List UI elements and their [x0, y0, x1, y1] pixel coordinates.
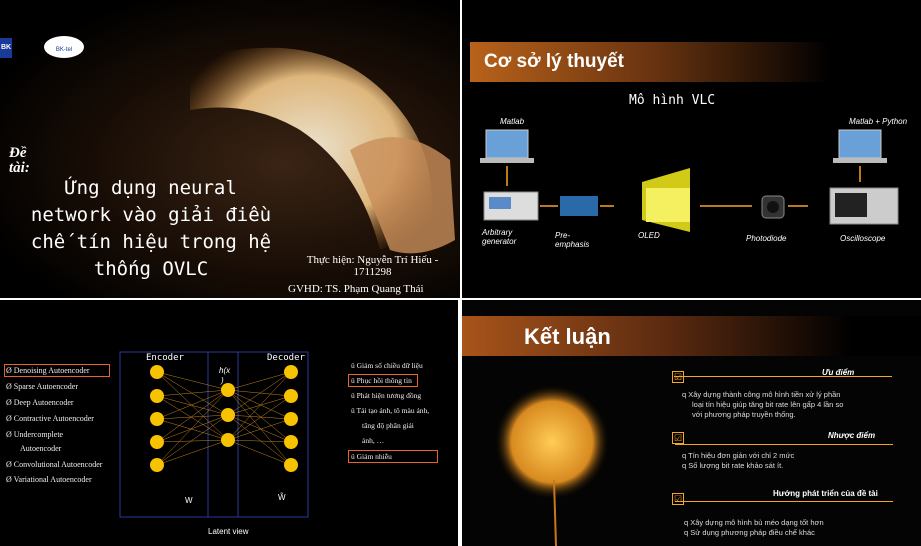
list-item: Ø Undercomplete — [6, 430, 64, 439]
label-emphasis: emphasis — [555, 240, 590, 249]
decoder-label: Decoder — [267, 353, 305, 363]
hx-label: h(x — [219, 366, 231, 375]
title-line: thống OVLC — [93, 258, 209, 280]
dandelion-image — [494, 384, 610, 546]
supervisor: GVHD: TS. Phạm Quang Thái — [288, 283, 424, 295]
glowing-panel-image — [190, 47, 455, 254]
subtitle: Mô hình VLC — [629, 93, 716, 108]
label-matlab-python: Matlab + Python — [849, 117, 908, 126]
list-item: Ø Convolutional Autoencoder — [6, 460, 103, 469]
list-item: Autoencoder — [20, 444, 62, 453]
bktel-logo: BK-tel — [44, 36, 84, 58]
use-item: ü Giảm nhiễu — [351, 452, 392, 461]
checkbox-icon: ☑ — [672, 493, 684, 505]
highlight-box — [348, 374, 418, 387]
huong-phat-trien-heading: Hướng phát triển của đề tài — [773, 489, 878, 498]
list-item: Ø Sparse Autoencoder — [6, 382, 78, 391]
huong-phat-trien-text: q Xây dựng mô hình bù méo dạng tốt hơn — [684, 518, 824, 527]
autoencoder-diagram — [119, 351, 309, 518]
nhuoc-diem-text: q Tín hiệu đơn giản với chỉ 2 mức — [682, 451, 795, 460]
w-tilde-label: W̃ — [278, 493, 286, 502]
heading-bar — [462, 316, 921, 356]
author: Thực hiện: Nguyễn Trí Hiếu - 1711298 — [285, 254, 460, 278]
label-matlab: Matlab — [500, 117, 525, 126]
use-item: ảnh, … — [362, 436, 385, 445]
divider — [675, 501, 893, 502]
laptop-icon — [485, 129, 529, 159]
use-item: ü Tái tạo ảnh, tô màu ảnh, — [351, 406, 430, 415]
list-item: Ø Deep Autoencoder — [6, 398, 74, 407]
latent-view-label: Latent view — [208, 527, 249, 536]
heading-bar — [470, 42, 921, 82]
uu-diem-text: q Xây dựng thành công mô hình tiền xử lý… — [682, 390, 841, 399]
title-slide: BK BK-tel Đề tài: Ứng dụng neural networ… — [0, 0, 460, 298]
de-tai-label: Đề tài: — [9, 145, 30, 176]
title-line: Ứng dụng neural — [65, 177, 237, 199]
label-generator: generator — [482, 237, 517, 246]
label-oscilloscope: Oscilloscope — [840, 234, 886, 243]
nodes — [150, 365, 298, 472]
list-item: Ø Variational Autoencoder — [6, 475, 92, 484]
highlight-box — [348, 450, 438, 463]
checkbox-icon: ☑ — [672, 432, 684, 444]
list-item: Ø Denoising Autoencoder — [6, 366, 90, 375]
nhuoc-diem-text: q Số lượng bit rate khảo sát ít. — [682, 461, 784, 470]
list-item: Ø Contractive Autoencoder — [6, 414, 94, 423]
use-item: ü Phục hồi thông tin — [351, 376, 412, 385]
use-item: ü Phát hiện tương đồng — [351, 391, 422, 400]
student-id: 1711298 — [353, 266, 392, 278]
author-line: Thực hiện: Nguyễn Trí Hiếu - — [306, 254, 439, 266]
uu-diem-text: với phương pháp truyền thống. — [692, 410, 796, 419]
heading: Kết luận — [524, 324, 611, 349]
connections — [156, 371, 292, 466]
use-item: tăng độ phân giải — [362, 421, 414, 430]
label-oled: OLED — [638, 231, 660, 240]
conclusion-slide: Kết luận ☑ ☑ ☑ Ưu điểm q Xây dựng thành … — [462, 300, 921, 546]
title-line: chế tín hiệu trong hệ — [30, 231, 272, 253]
huong-phat-trien-text: q Sử dụng phương pháp điều chế khác — [684, 528, 815, 537]
label-arbitrary: Arbitrary — [482, 228, 513, 237]
divider — [675, 444, 893, 445]
label-pre: Pre- — [555, 231, 571, 240]
circuit-board-icon — [560, 196, 598, 216]
divider — [674, 376, 892, 377]
bk-logo: BK — [0, 38, 12, 58]
label-photodiode: Photodiode — [746, 234, 787, 243]
thesis-title: Ứng dụng neural network vào giải điều ch… — [6, 175, 296, 283]
hx-label-close: ) — [221, 376, 224, 385]
uu-diem-text: loại tín hiệu giúp tăng bit rate lên gấp… — [692, 400, 844, 409]
heading: Cơ sở lý thuyết — [484, 51, 624, 72]
vlc-diagram — [480, 129, 899, 232]
theory-slide: Cơ sở lý thuyết Mô hình VLC Matlab Matla… — [462, 0, 921, 298]
uu-diem-heading: Ưu điểm — [822, 368, 855, 377]
encoder-label: Encoder — [146, 353, 184, 363]
use-item: ü Giảm số chiều dữ liệu — [351, 361, 423, 370]
checkbox-icon: ☑ — [672, 371, 684, 383]
laptop-icon — [838, 129, 882, 159]
autoencoder-slide: Ø Denoising Autoencoder Ø Sparse Autoenc… — [0, 300, 458, 546]
highlight-box — [4, 364, 110, 377]
w-label: W — [185, 496, 193, 505]
title-line: network vào giải điều — [30, 204, 272, 226]
nhuoc-diem-heading: Nhược điểm — [828, 431, 876, 440]
